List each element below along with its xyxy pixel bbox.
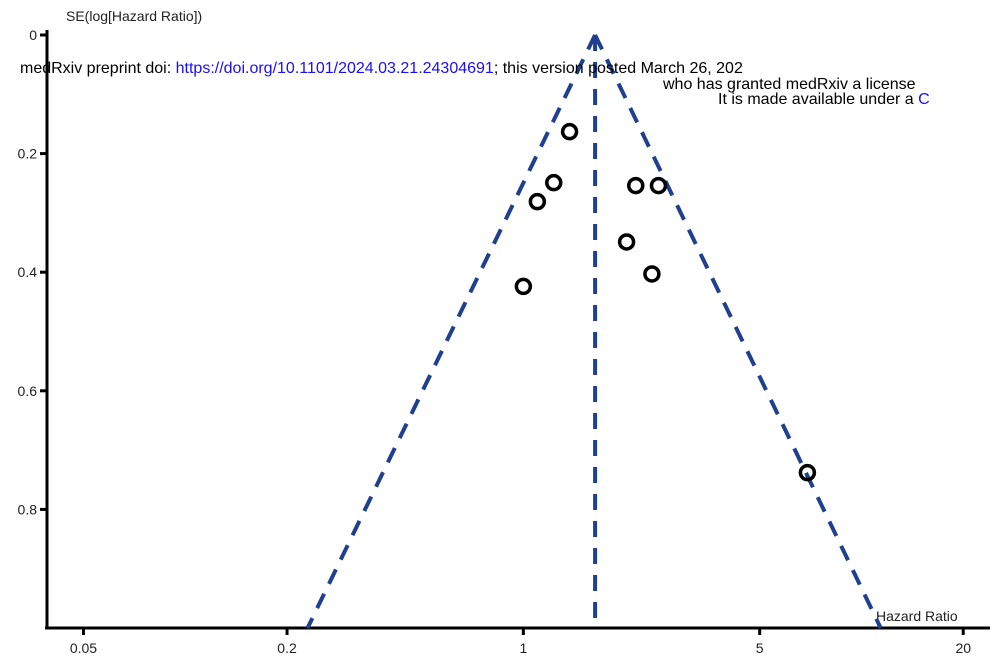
study-point xyxy=(545,173,563,192)
doi-link[interactable]: https://doi.org/10.1101/2024.03.21.24304… xyxy=(176,60,494,77)
study-point xyxy=(649,176,668,195)
y-tick-label: 0.8 xyxy=(18,501,38,517)
x-tick-label: 5 xyxy=(756,640,764,656)
y-tick-label: 0.2 xyxy=(18,146,38,162)
y-tick-label: 0.4 xyxy=(18,264,38,280)
study-point xyxy=(560,122,579,141)
y-axis-label: SE(log[Hazard Ratio]) xyxy=(66,8,202,24)
y-tick-label: 0.6 xyxy=(18,383,38,399)
overlay-text: ; this version posted March 26, 202 xyxy=(494,60,743,77)
y-tick-label: 0 xyxy=(29,27,37,43)
funnel-line xyxy=(593,34,883,629)
x-tick-label: 1 xyxy=(519,640,527,656)
study-point xyxy=(617,233,636,251)
study-point xyxy=(514,277,533,296)
study-point xyxy=(528,192,547,211)
study-point xyxy=(627,176,645,195)
overlay-line: It is made available under a C xyxy=(718,91,930,108)
x-tick-label: 20 xyxy=(955,640,971,656)
funnel-line xyxy=(305,34,597,629)
study-point xyxy=(643,265,661,283)
x-axis-label: Hazard Ratio xyxy=(876,608,958,624)
x-tick-label: 0.2 xyxy=(277,640,297,656)
plot-area: 0 0.2 0.4 0.6 0.8 0.05 0.2 1 5 20 xyxy=(18,27,972,656)
x-tick-label: 0.05 xyxy=(70,640,97,656)
study-point xyxy=(798,463,817,482)
overlay-text: medRxiv preprint doi: xyxy=(20,60,176,77)
overlay-text: It is made available under a xyxy=(718,91,918,108)
overlay-line: medRxiv preprint doi: https://doi.org/10… xyxy=(20,60,743,77)
license-link[interactable]: C xyxy=(918,91,930,108)
overlay-line: who has granted medRxiv a license xyxy=(662,76,916,93)
